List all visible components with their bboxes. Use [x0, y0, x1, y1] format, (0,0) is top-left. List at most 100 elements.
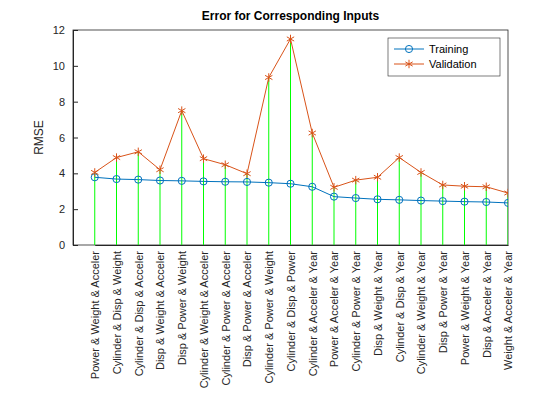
y-tick-mark	[73, 30, 78, 31]
plot-frame	[73, 30, 508, 245]
series-marker	[113, 153, 120, 161]
stem	[181, 111, 182, 245]
x-tick: Cylinder & Disp & Weight	[111, 245, 123, 374]
legend: Training Validation	[388, 38, 500, 76]
x-tick: Weight & Acceler & Year	[502, 245, 514, 370]
series-marker	[287, 180, 294, 187]
series-marker	[178, 106, 185, 114]
x-tick-label: Disp & Power & Acceler	[241, 251, 253, 367]
series-marker	[396, 153, 403, 161]
series-marker	[113, 175, 120, 182]
x-tick: Disp & Power & Year	[437, 245, 449, 353]
series-marker	[374, 196, 381, 203]
x-tick-label: Cylinder & Power & Acceler	[220, 251, 232, 386]
series-marker	[330, 183, 337, 191]
legend-box	[388, 38, 500, 76]
x-tick-label: Disp & Weight & Year	[372, 251, 384, 356]
stem	[442, 185, 443, 245]
legend-marker	[405, 45, 412, 52]
legend-label: Validation	[429, 58, 477, 70]
series-marker	[309, 183, 316, 190]
series-marker	[156, 177, 163, 184]
x-tick: Cylinder & Weight & Acceler	[198, 245, 210, 388]
series-marker	[396, 196, 403, 203]
series-marker	[265, 179, 272, 186]
series-marker	[483, 198, 490, 205]
series-marker	[439, 198, 446, 205]
y-tick-mark	[73, 209, 78, 210]
x-tick-label: Power & Acceler & Year	[328, 251, 340, 368]
series-marker	[200, 154, 207, 162]
legend-label: Training	[429, 43, 468, 55]
x-tick-label: Disp & Power & Weight	[176, 251, 188, 365]
stem	[508, 193, 509, 245]
stem	[160, 170, 161, 245]
x-tick-label: Disp & Power & Year	[437, 251, 449, 353]
x-tick: Cylinder & Acceler & Year	[307, 245, 319, 376]
series-marker	[309, 129, 316, 137]
series-marker	[439, 181, 446, 189]
series-marker	[352, 176, 359, 184]
stem	[225, 165, 226, 245]
series-marker	[265, 73, 272, 81]
x-tick: Power & Weight & Acceler	[89, 245, 101, 379]
stem	[116, 158, 117, 245]
series-marker	[243, 169, 250, 177]
x-tick-label: Cylinder & Weight & Year	[415, 251, 427, 375]
series-marker	[504, 199, 508, 206]
series-marker	[200, 178, 207, 185]
x-tick: Cylinder & Power & Weight	[263, 245, 275, 383]
x-tick: Cylinder & Disp & Power	[285, 245, 297, 371]
series-marker	[135, 176, 142, 183]
legend-line	[394, 49, 424, 50]
y-tick-label: 10	[53, 60, 65, 72]
x-tick-label: Cylinder & Power & Weight	[263, 251, 275, 383]
series-marker	[461, 198, 468, 205]
x-tick: Cylinder & Disp & Year	[394, 245, 406, 362]
stem	[138, 152, 139, 245]
legend-entry: Training	[394, 43, 468, 55]
stem	[94, 172, 95, 245]
x-tick-label: Cylinder & Power & Year	[350, 251, 362, 372]
x-tick-label: Weight & Acceler & Year	[502, 251, 514, 370]
x-tick: Cylinder & Disp & Acceler	[133, 245, 145, 376]
y-tick-mark	[73, 138, 78, 139]
y-tick: 6	[59, 132, 78, 144]
y-tick-label: 12	[53, 24, 65, 36]
chart: 024681012Power & Weight & AccelerCylinde…	[0, 0, 560, 420]
series-marker	[135, 148, 142, 156]
x-tick-label: Disp & Weight & Acceler	[154, 251, 166, 370]
series-marker	[374, 173, 381, 181]
y-tick: 2	[59, 203, 78, 215]
stem	[421, 172, 422, 245]
x-tick: Disp & Acceler & Year	[481, 245, 493, 358]
series-marker	[91, 168, 98, 176]
series-marker	[287, 35, 294, 43]
x-axis-line	[95, 245, 508, 246]
x-tick: Cylinder & Power & Year	[350, 245, 362, 371]
stem	[312, 133, 313, 245]
x-tick-label: Cylinder & Acceler & Year	[307, 251, 319, 377]
x-tick-label: Cylinder & Disp & Year	[394, 251, 406, 363]
y-tick-mark	[73, 245, 78, 246]
legend-entry: Validation	[394, 58, 477, 70]
series-marker	[461, 182, 468, 190]
x-tick: Disp & Weight & Year	[372, 245, 384, 356]
series-marker	[417, 168, 424, 176]
x-tick: Disp & Power & Acceler	[241, 245, 253, 367]
series-marker	[330, 193, 337, 200]
y-tick-label: 8	[59, 96, 65, 108]
x-tick: Disp & Weight & Acceler	[154, 245, 166, 370]
y-tick: 4	[59, 167, 78, 179]
x-tick-label: Cylinder & Disp & Acceler	[133, 251, 145, 377]
series-marker	[243, 178, 250, 185]
stem	[247, 174, 248, 245]
x-tick: Power & Acceler & Year	[328, 245, 340, 367]
y-tick: 12	[53, 24, 78, 36]
x-tick-label: Power & Weight & Year	[459, 251, 471, 365]
series-marker	[222, 160, 229, 168]
series-marker	[417, 197, 424, 204]
stem	[355, 180, 356, 245]
x-tick: Power & Weight & Year	[459, 245, 471, 365]
y-tick-label: 6	[59, 132, 65, 144]
